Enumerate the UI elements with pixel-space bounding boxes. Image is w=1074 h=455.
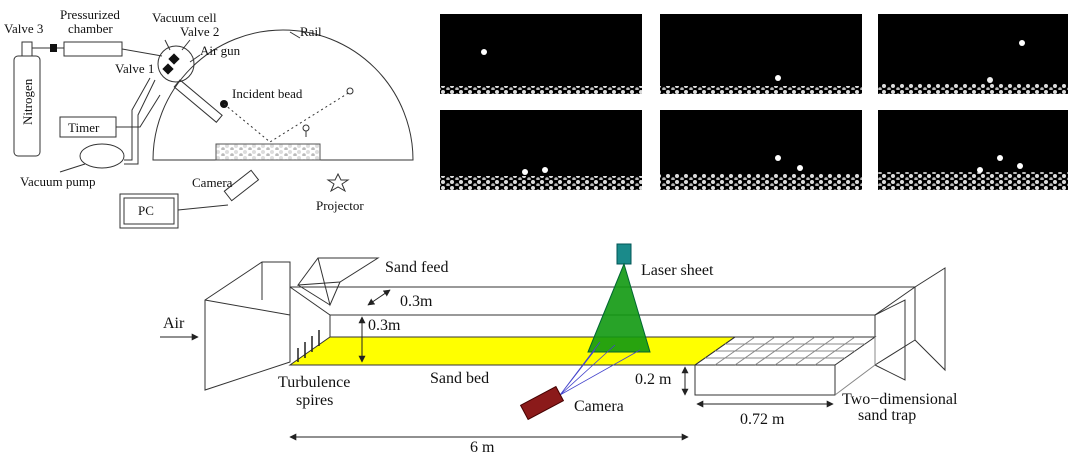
label: 0.72 m bbox=[740, 411, 785, 428]
label: Air gun bbox=[200, 43, 241, 58]
hopper-funnel bbox=[298, 258, 340, 305]
label: Laser sheet bbox=[641, 262, 714, 279]
vacuum-line bbox=[124, 78, 155, 164]
label: Valve 2 bbox=[180, 24, 219, 39]
figure: Valve 3 Pressurized chamber Vacuum cell … bbox=[0, 0, 1074, 455]
frame bbox=[878, 110, 1068, 190]
air-gun bbox=[174, 80, 222, 122]
label: Valve 3 bbox=[4, 21, 43, 36]
label: Timer bbox=[68, 120, 100, 135]
label: chamber bbox=[68, 21, 113, 36]
label: Air bbox=[163, 315, 185, 332]
label: Vacuum cell bbox=[152, 10, 217, 25]
sand-trap bbox=[695, 337, 875, 395]
label: spires bbox=[296, 392, 333, 409]
label: Incident bead bbox=[232, 86, 303, 101]
wind-tunnel: Sand feed Laser sheet 0.3m 0.3m Air Turb… bbox=[160, 244, 958, 455]
label: Turbulence bbox=[278, 374, 350, 391]
label: Sand bed bbox=[430, 370, 489, 387]
apparatus: Valve 3 Pressurized chamber Vacuum cell … bbox=[4, 7, 413, 228]
leader-line bbox=[290, 32, 300, 38]
label: Sand feed bbox=[385, 259, 449, 276]
label: Camera bbox=[574, 398, 624, 415]
label: PC bbox=[138, 203, 154, 218]
vacuum-cell bbox=[158, 46, 194, 82]
sand-feed-hopper bbox=[298, 258, 378, 285]
label: Rail bbox=[300, 24, 322, 39]
frame bbox=[878, 14, 1068, 94]
width-arrow bbox=[368, 290, 390, 305]
rebound-bead bbox=[347, 88, 353, 94]
valve-3-icon bbox=[50, 44, 57, 52]
outlet bbox=[875, 268, 945, 380]
frame bbox=[440, 110, 642, 190]
label: sand trap bbox=[858, 407, 916, 424]
label: Valve 1 bbox=[115, 61, 154, 76]
valve-1-icon bbox=[162, 63, 173, 74]
leader-line bbox=[60, 164, 85, 172]
label: 6 m bbox=[470, 439, 495, 455]
photo-sequence bbox=[440, 14, 1068, 190]
label: Nitrogen bbox=[20, 78, 35, 125]
label: 0.2 m bbox=[635, 371, 672, 388]
label: Projector bbox=[316, 198, 364, 213]
frame bbox=[440, 14, 642, 94]
cylinder-neck bbox=[22, 42, 32, 56]
sand-bed bbox=[290, 337, 735, 365]
label: Camera bbox=[192, 175, 233, 190]
pressurized-chamber bbox=[64, 42, 122, 56]
valve-2-icon bbox=[168, 53, 179, 64]
laser-device bbox=[617, 244, 631, 264]
camera-body bbox=[521, 387, 564, 420]
camera-cable bbox=[178, 205, 228, 210]
pipe bbox=[122, 49, 162, 56]
lamp bbox=[303, 125, 309, 131]
bead-pile bbox=[216, 144, 320, 160]
label: 0.3m bbox=[368, 317, 401, 334]
label: Pressurized bbox=[60, 7, 120, 22]
frame bbox=[660, 14, 862, 94]
label: Two−dimensional bbox=[842, 391, 958, 408]
label: 0.3m bbox=[400, 293, 433, 310]
inlet bbox=[205, 262, 290, 390]
projector-icon bbox=[328, 174, 348, 191]
frame bbox=[660, 110, 862, 190]
vacuum-pump bbox=[80, 144, 124, 168]
label: Vacuum pump bbox=[20, 174, 95, 189]
